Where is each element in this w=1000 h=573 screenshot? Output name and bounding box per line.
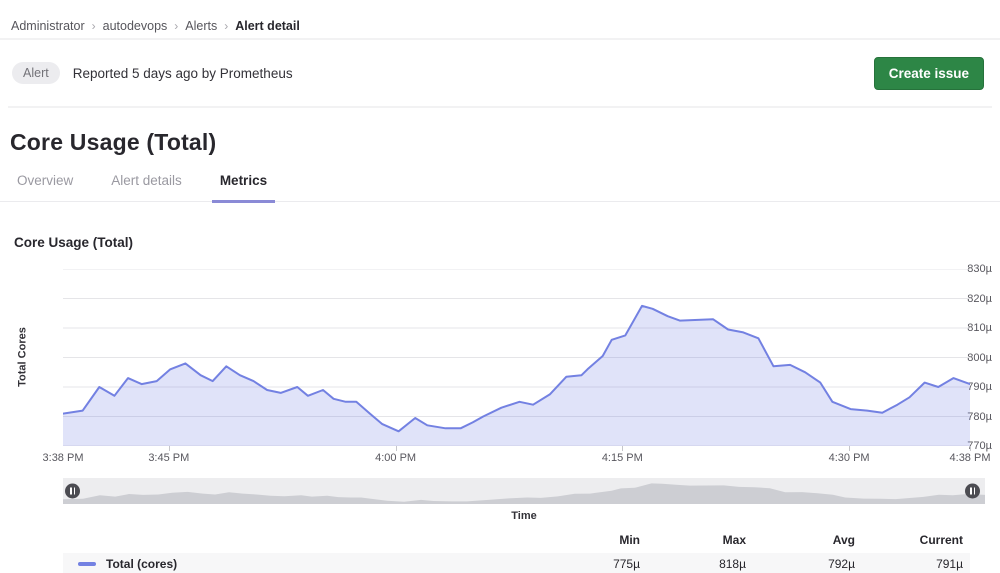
divider [8, 106, 992, 108]
x-tick-label: 3:45 PM [148, 452, 190, 464]
stat-min-value: 775µ [613, 557, 640, 571]
alert-status-badge: Alert [12, 62, 60, 84]
x-tick-mark [849, 446, 851, 451]
x-axis-title: Time [511, 510, 537, 522]
alert-reported-text: Reported 5 days ago by Prometheus [72, 65, 293, 81]
breadcrumb-item-alerts[interactable]: Alerts [185, 18, 218, 33]
stats-header-row: Min Max Avg Current [63, 529, 970, 551]
pause-icon [965, 484, 980, 499]
tab-alert-details[interactable]: Alert details [111, 173, 182, 188]
x-tick-mark [970, 446, 971, 451]
page-title: Core Usage (Total) [10, 129, 217, 155]
y-tick-label: 800µ [967, 351, 992, 364]
metrics-chart-svg[interactable] [63, 269, 970, 446]
pause-icon [65, 484, 80, 499]
y-tick-label: 830µ [967, 263, 992, 275]
breadcrumb-item-autodevops[interactable]: autodevops [102, 18, 168, 33]
y-axis-title: Total Cores [16, 327, 29, 387]
stat-max-value: 818µ [719, 557, 746, 571]
series-color-swatch [78, 562, 96, 566]
breadcrumb-separator-icon: › [174, 18, 179, 33]
legend-item-total-cores[interactable]: Total (cores) [63, 557, 534, 571]
x-tick-label: 3:38 PM [42, 452, 84, 464]
chart-range-slider[interactable] [63, 478, 985, 504]
y-tick-label: 770µ [967, 440, 992, 452]
breadcrumb-separator-icon: › [91, 18, 96, 33]
stat-avg-value: 792µ [828, 557, 855, 571]
slider-handle-left[interactable] [65, 483, 80, 499]
x-tick-label: 4:30 PM [828, 452, 870, 464]
tab-bar: Overview Alert details Metrics [0, 173, 1000, 203]
slider-handle-right[interactable] [965, 483, 980, 499]
breadcrumb-current-page: Alert detail [235, 18, 300, 33]
stat-current-value: 791µ [936, 557, 963, 571]
x-tick-label: 4:00 PM [375, 452, 417, 464]
x-tick-mark [622, 446, 624, 451]
stats-column-current: Current [919, 533, 963, 547]
legend-row: Total (cores) 775µ 818µ 792µ 791µ [63, 553, 970, 573]
breadcrumb-item-administrator[interactable]: Administrator [11, 18, 85, 33]
series-name: Total (cores) [106, 557, 178, 571]
stats-column-max: Max [722, 533, 746, 547]
x-tick-mark [395, 446, 397, 451]
stats-column-min: Min [619, 533, 640, 547]
breadcrumb-separator-icon: › [224, 18, 229, 33]
chart-title: Core Usage (Total) [14, 235, 134, 250]
slider-minimap-svg [63, 483, 985, 504]
x-tick-mark [168, 446, 170, 451]
tab-metrics[interactable]: Metrics [211, 173, 276, 203]
y-tick-label: 810µ [967, 322, 992, 334]
stats-column-avg: Avg [832, 533, 855, 547]
y-tick-label: 780µ [967, 410, 992, 423]
y-tick-label: 790µ [967, 381, 992, 393]
tab-overview[interactable]: Overview [17, 173, 74, 188]
breadcrumb: Administrator › autodevops › Alerts › Al… [0, 0, 1000, 40]
alert-status-bar: Alert Reported 5 days ago by Prometheus … [0, 40, 1000, 106]
metrics-chart: Total Cores 830µ 820µ 810µ 800µ 790µ 780µ 770µ… [0, 257, 1000, 473]
x-tick-label: 4:38 PM [949, 452, 991, 464]
y-tick-label: 820µ [967, 292, 992, 305]
x-axis-ticks: 3:38 PM 3:45 PM 4:00 PM 4:15 PM 4:30 PM 4:38 … [43, 446, 990, 469]
create-issue-button[interactable]: Create issue [873, 56, 984, 90]
x-tick-label: 4:15 PM [601, 452, 643, 464]
